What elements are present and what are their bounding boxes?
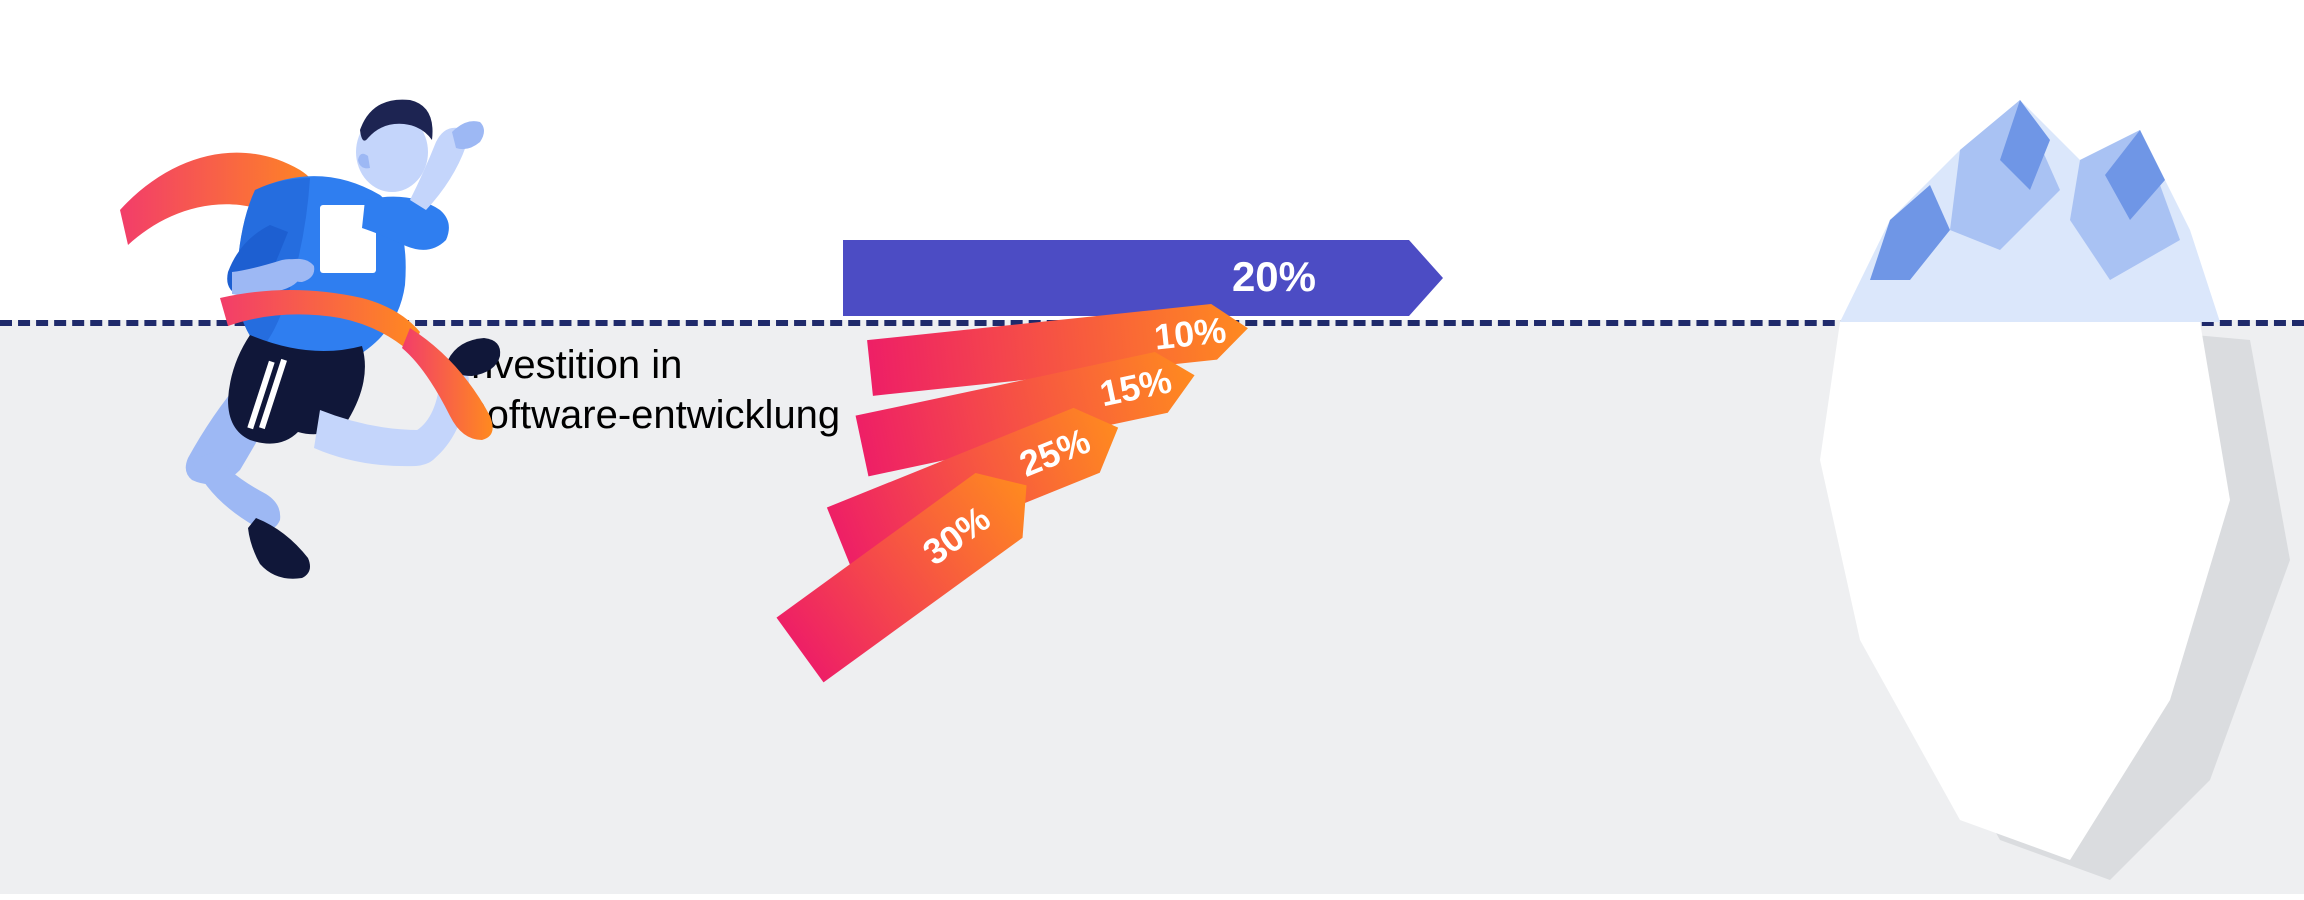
arrow-top-label: 20% <box>1232 253 1316 300</box>
arrow-top <box>843 240 1443 316</box>
iceberg-illustration <box>1750 80 2304 900</box>
arrow-below-label-0: 10% <box>1152 309 1228 357</box>
